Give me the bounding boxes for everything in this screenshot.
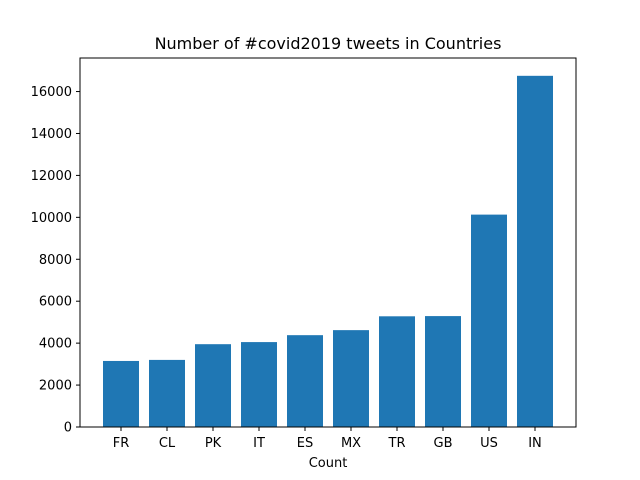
plot-frame: [79, 57, 577, 428]
bar-tr: [379, 316, 415, 427]
x-axis-label: Count: [309, 456, 348, 471]
bar-us: [471, 214, 507, 427]
x-tick-label: FR: [113, 436, 130, 451]
y-tick-label: 12000: [31, 169, 72, 184]
bar-gb: [425, 316, 461, 427]
x-tick-label: IT: [253, 436, 265, 451]
y-tick-label: 10000: [31, 211, 72, 226]
x-tick-label: IN: [528, 436, 542, 451]
y-tick-label: 4000: [39, 337, 72, 352]
bar-fr: [103, 360, 139, 427]
x-tick-label: GB: [434, 436, 453, 451]
bar-es: [287, 335, 323, 427]
bar-it: [241, 342, 277, 427]
bar-pk: [195, 344, 231, 427]
y-axis-ticks: 0 2000 4000 6000 8000 10000 12000 14000 16000: [31, 85, 80, 436]
x-tick-label: US: [480, 436, 498, 451]
y-tick-label: 8000: [39, 253, 72, 268]
y-tick-label: 2000: [39, 379, 72, 394]
bar-cl: [149, 359, 185, 427]
y-tick-label: 14000: [31, 127, 72, 142]
chart-title: Number of #covid2019 tweets in Countries: [155, 34, 502, 53]
x-tick-label: ES: [297, 436, 313, 451]
x-tick-label: PK: [205, 436, 222, 451]
y-tick-label: 16000: [31, 85, 72, 100]
x-axis-ticks: FR CL PK IT ES MX TR GB US IN: [113, 427, 542, 451]
bar-in: [517, 75, 553, 428]
bars-group: [103, 75, 553, 428]
x-tick-label: CL: [159, 436, 176, 451]
y-tick-label: 0: [64, 421, 72, 436]
y-tick-label: 6000: [39, 295, 72, 310]
x-tick-label: MX: [341, 436, 361, 451]
x-tick-label: TR: [388, 436, 406, 451]
bar-mx: [333, 330, 369, 427]
